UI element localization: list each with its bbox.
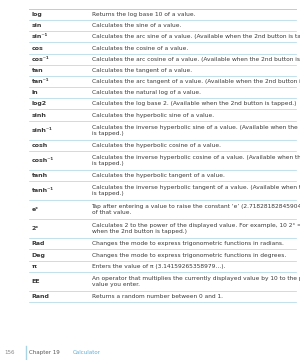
Text: Changes the mode to express trigonometric functions in radians.: Changes the mode to express trigonometri… <box>92 242 284 246</box>
Text: Returns the log base 10 of a value.: Returns the log base 10 of a value. <box>92 12 195 17</box>
Text: Rand: Rand <box>32 294 50 299</box>
Text: Calculator: Calculator <box>73 350 101 355</box>
Text: tan: tan <box>32 68 43 73</box>
Text: tanh: tanh <box>32 173 48 178</box>
Text: Calculates the hyperbolic cosine of a value.: Calculates the hyperbolic cosine of a va… <box>92 143 220 148</box>
Text: Changes the mode to express trigonometric functions in degrees.: Changes the mode to express trigonometri… <box>92 253 286 257</box>
Text: Rad: Rad <box>32 242 45 246</box>
Text: sinh: sinh <box>32 113 46 117</box>
Text: Tap after entering a value to raise the constant ‘e’ (2.718281828459045…) to the: Tap after entering a value to raise the … <box>92 204 300 215</box>
Text: Calculates the arc cosine of a value. (Available when the 2nd button is tapped.): Calculates the arc cosine of a value. (A… <box>92 57 300 62</box>
Text: Calculates the inverse hyperbolic sine of a value. (Available when the 2nd butto: Calculates the inverse hyperbolic sine o… <box>92 125 300 136</box>
Text: eˣ: eˣ <box>32 207 38 212</box>
Text: π: π <box>32 264 37 269</box>
Text: Calculates the arc sine of a value. (Available when the 2nd button is tapped.): Calculates the arc sine of a value. (Ava… <box>92 35 300 39</box>
Text: Calculates the hyperbolic sine of a value.: Calculates the hyperbolic sine of a valu… <box>92 113 214 117</box>
Text: Calculates the inverse hyperbolic tangent of a value. (Available when the 2nd bu: Calculates the inverse hyperbolic tangen… <box>92 185 300 196</box>
Text: Calculates the natural log of a value.: Calculates the natural log of a value. <box>92 90 200 95</box>
Text: Deg: Deg <box>32 253 45 257</box>
Text: cos: cos <box>32 46 43 50</box>
Text: sinh⁻¹: sinh⁻¹ <box>32 128 52 132</box>
Text: An operator that multiplies the currently displayed value by 10 to the power of : An operator that multiplies the currentl… <box>92 276 300 287</box>
Text: Returns a random number between 0 and 1.: Returns a random number between 0 and 1. <box>92 294 223 299</box>
Text: Calculates the log base 2. (Available when the 2nd button is tapped.): Calculates the log base 2. (Available wh… <box>92 102 296 106</box>
Text: Enters the value of π (3.14159265358979…).: Enters the value of π (3.14159265358979…… <box>92 264 225 269</box>
Text: 2ˣ: 2ˣ <box>32 226 38 231</box>
Text: sin: sin <box>32 23 42 28</box>
Text: Calculates the inverse hyperbolic cosine of a value. (Available when the 2nd but: Calculates the inverse hyperbolic cosine… <box>92 155 300 166</box>
Text: Calculates 2 to the power of the displayed value. For example, 10 2ˣ = 1024. (Av: Calculates 2 to the power of the display… <box>92 223 300 234</box>
Text: sin⁻¹: sin⁻¹ <box>32 35 48 39</box>
Text: Calculates the tangent of a value.: Calculates the tangent of a value. <box>92 68 192 73</box>
Text: Calculates the sine of a value.: Calculates the sine of a value. <box>92 23 181 28</box>
Text: Calculates the cosine of a value.: Calculates the cosine of a value. <box>92 46 188 50</box>
Text: Chapter 19: Chapter 19 <box>29 350 60 355</box>
Text: cosh: cosh <box>32 143 48 148</box>
Text: cosh⁻¹: cosh⁻¹ <box>32 158 54 163</box>
Text: tanh⁻¹: tanh⁻¹ <box>32 188 54 193</box>
Text: log2: log2 <box>32 102 46 106</box>
Text: ln: ln <box>32 90 38 95</box>
Text: Calculates the arc tangent of a value. (Available when the 2nd button is tapped.: Calculates the arc tangent of a value. (… <box>92 79 300 84</box>
Text: tan⁻¹: tan⁻¹ <box>32 79 49 84</box>
Text: Calculates the hyperbolic tangent of a value.: Calculates the hyperbolic tangent of a v… <box>92 173 224 178</box>
Text: 156: 156 <box>4 350 15 355</box>
Text: EE: EE <box>32 279 40 284</box>
Text: cos⁻¹: cos⁻¹ <box>32 57 49 62</box>
Text: log: log <box>32 12 42 17</box>
